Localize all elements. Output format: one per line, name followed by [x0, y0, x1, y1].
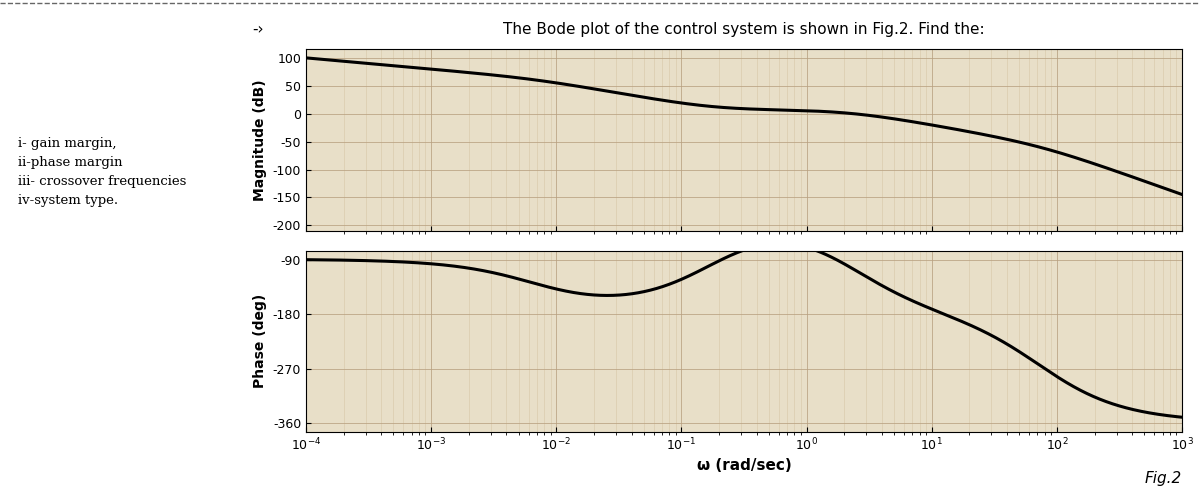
- Text: The Bode plot of the control system is shown in Fig.2. Find the:: The Bode plot of the control system is s…: [503, 22, 985, 37]
- Text: -›: -›: [252, 22, 264, 37]
- X-axis label: ω (rad/sec): ω (rad/sec): [697, 458, 791, 473]
- Text: i- gain margin,
ii-phase margin
iii- crossover frequencies
iv-system type.: i- gain margin, ii-phase margin iii- cro…: [18, 137, 186, 208]
- Text: Fig.2: Fig.2: [1145, 471, 1182, 486]
- Y-axis label: Phase (deg): Phase (deg): [253, 294, 268, 388]
- Y-axis label: Magnitude (dB): Magnitude (dB): [253, 80, 268, 201]
